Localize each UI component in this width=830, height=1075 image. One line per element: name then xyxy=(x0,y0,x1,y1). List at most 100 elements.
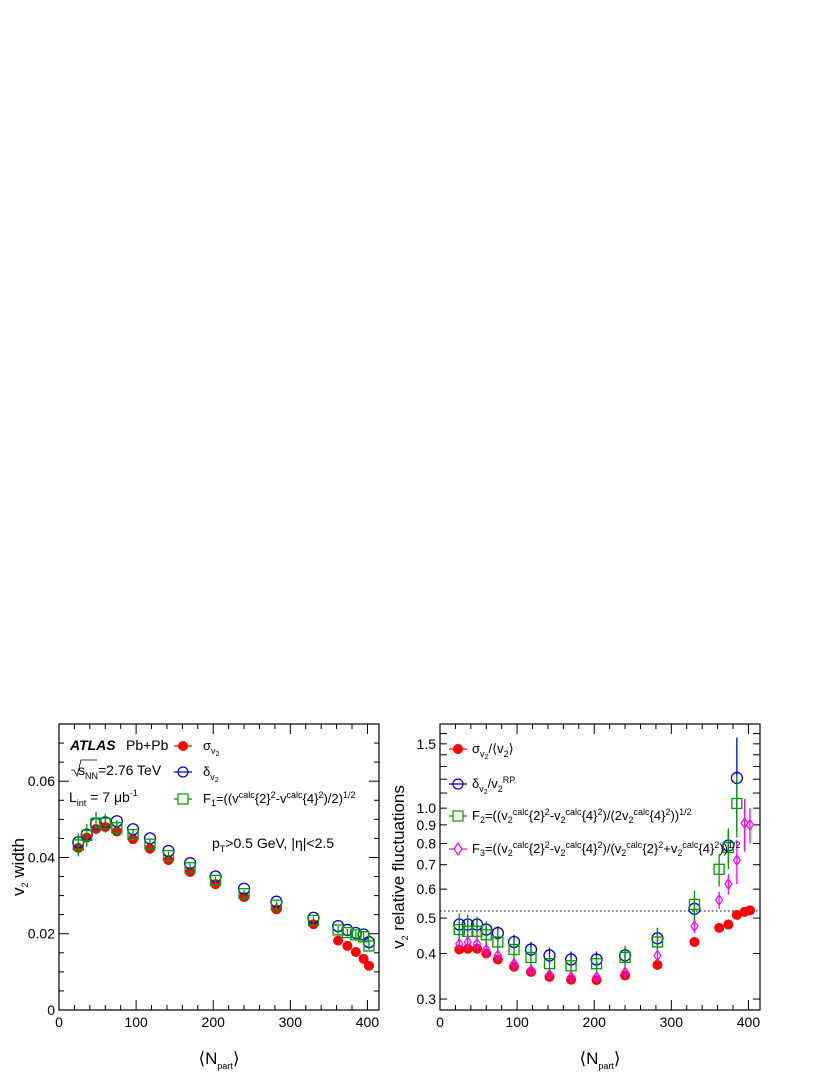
left-y-tick-label: 0 xyxy=(47,1002,55,1018)
svg-text:σv2/⟨v2⟩: σv2/⟨v2⟩ xyxy=(472,741,514,761)
left-x-tick-label: 0 xyxy=(55,1014,63,1030)
left-point-open-square xyxy=(363,940,375,952)
right-point-open-square xyxy=(453,923,465,936)
left-point-open-square xyxy=(127,828,139,841)
right-point-open-square xyxy=(525,951,537,964)
right-x-axis-title: ⟨Npart⟩ xyxy=(579,1049,620,1071)
left-point-filled-circle xyxy=(342,940,353,951)
left-y-axis-title: v2 width xyxy=(9,838,30,896)
left-y-tick-label: 0.04 xyxy=(28,849,55,865)
legend-sigma: σv2 xyxy=(174,738,220,758)
right-point-open-diamond xyxy=(653,949,662,962)
left-x-tick-label: 400 xyxy=(356,1014,380,1030)
right-point-open-square xyxy=(590,958,603,970)
right-point-filled-circle xyxy=(731,909,742,920)
right-x-tick-label: 200 xyxy=(583,1014,607,1030)
left-panel: 0 100 200 300 400 0 0.02 0.04 0.06 v2 width ⟨Npa… xyxy=(9,723,380,1071)
left-point-open-square xyxy=(72,839,84,851)
legend-delta: δv2 xyxy=(174,764,219,784)
right-data-marks xyxy=(453,737,755,986)
left-x-tick-label: 300 xyxy=(279,1014,303,1030)
left-point-open-square xyxy=(90,817,102,829)
left-point-filled-circle xyxy=(350,947,361,958)
left-point-open-square xyxy=(99,817,111,829)
left-point-open-square xyxy=(144,838,156,850)
right-point-open-diamond xyxy=(690,920,699,933)
atlas-label: ATLAS xyxy=(69,737,116,753)
left-legend: σv2 δv2 F1=((vcalc{2}2-vcalc{4}2)/2)1/2 xyxy=(174,738,355,808)
left-point-open-square xyxy=(341,926,354,939)
right-point-filled-circle xyxy=(652,959,663,970)
lumi-label: Lint = 7 μb-1 xyxy=(69,788,138,808)
right-x-tick-label: 300 xyxy=(660,1014,684,1030)
right-y-tick-label: 1.5 xyxy=(417,736,437,752)
right-y-tick-label: 0.3 xyxy=(417,991,437,1007)
svg-text:σv2: σv2 xyxy=(203,738,220,758)
left-point-open-square xyxy=(111,822,123,834)
right-x-tick-label: 100 xyxy=(505,1014,529,1030)
left-point-open-square xyxy=(81,829,93,841)
energy-label: sNN=2.76 TeV xyxy=(71,759,162,781)
svg-text:F2=((v2calc{2}2-v2calc{4}2)/(2: F2=((v2calc{2}2-v2calc{4}2)/(2v2calc{4}2… xyxy=(472,807,692,825)
right-point-open-diamond xyxy=(509,957,519,970)
left-point-filled-circle xyxy=(333,935,344,946)
right-point-open-diamond xyxy=(732,854,742,867)
left-point-open-square xyxy=(184,862,196,874)
left-data-marks xyxy=(72,811,376,971)
right-point-open-square xyxy=(492,936,504,948)
svg-text:δv2/v2RP: δv2/v2RP xyxy=(472,775,515,796)
right-point-open-diamond xyxy=(620,966,630,979)
left-point-open-square xyxy=(238,888,250,900)
right-point-open-square xyxy=(713,863,725,875)
right-legend: σv2/⟨v2⟩ δv2/v2RP F2=((v2calc{2}2-v2calc… xyxy=(449,741,741,858)
right-point-filled-circle xyxy=(744,905,755,916)
right-point-open-square xyxy=(565,960,577,972)
right-point-open-diamond xyxy=(472,937,482,950)
system-label: Pb+Pb xyxy=(126,737,169,753)
left-point-open-square xyxy=(162,849,175,862)
svg-text:F1=((vcalc{2}2-vcalc{4}2)/2)1/: F1=((vcalc{2}2-vcalc{4}2)/2)1/2 xyxy=(203,790,355,808)
left-point-open-square xyxy=(332,924,344,936)
right-point-open-diamond xyxy=(566,970,576,983)
right-point-open-diamond xyxy=(455,937,464,950)
right-x-tick-label: 400 xyxy=(737,1014,761,1030)
right-point-open-square xyxy=(651,936,664,948)
left-point-filled-circle xyxy=(363,960,374,971)
right-point-open-diamond xyxy=(463,935,472,949)
right-point-open-square xyxy=(508,943,520,956)
svg-text:δv2: δv2 xyxy=(203,764,219,784)
legend-f3: F3=((v2calc{2}2-v2calc{4}2)/(v2calc{2}2+… xyxy=(449,840,741,858)
right-y-axis-title: v2 relative fluctuations xyxy=(389,785,410,949)
right-point-open-square xyxy=(471,925,483,937)
left-point-open-square xyxy=(209,874,222,886)
left-plot-frame xyxy=(58,723,380,1011)
right-x-tick-label: 0 xyxy=(436,1014,444,1030)
svg-text:F3=((v2calc{2}2-v2calc{4}2)/(v: F3=((v2calc{2}2-v2calc{4}2)/(v2calc{2}2+… xyxy=(472,840,741,858)
right-point-open-diamond xyxy=(745,818,755,831)
right-point-open-diamond xyxy=(724,877,733,890)
right-point-open-diamond xyxy=(740,817,749,830)
legend-f2: F2=((v2calc{2}2-v2calc{4}2)/(2v2calc{4}2… xyxy=(449,807,692,825)
left-y-tick-label: 0.02 xyxy=(28,926,55,942)
right-point-open-square xyxy=(722,841,735,854)
right-y-tick-label: 0.7 xyxy=(417,857,437,873)
right-y-tick-label: 0.6 xyxy=(417,881,437,897)
left-x-axis-title: ⟨Npart⟩ xyxy=(198,1049,239,1071)
right-point-open-diamond xyxy=(592,970,601,983)
right-point-open-diamond xyxy=(526,964,536,977)
left-x-tick-label: 100 xyxy=(124,1014,148,1030)
right-point-open-diamond xyxy=(545,968,554,981)
right-y-tick-label: 0.8 xyxy=(417,836,437,852)
right-point-open-diamond xyxy=(714,894,724,907)
left-axis-ticks: 0 100 200 300 400 0 0.02 0.04 0.06 xyxy=(28,723,380,1030)
right-point-open-square xyxy=(731,797,743,810)
right-point-open-square xyxy=(688,898,701,911)
right-panel: 0 100 200 300 400 0.3 0.4 0.5 0.6 0.7 0.8 0.91.0 1.5… xyxy=(389,723,761,1071)
right-point-open-diamond xyxy=(493,949,503,962)
svg-text:sNN=2.76 TeV: sNN=2.76 TeV xyxy=(78,762,162,781)
left-point-filled-circle xyxy=(185,866,196,877)
cuts-label: pT>0.5 GeV, |η|<2.5 xyxy=(212,835,334,854)
left-point-open-square xyxy=(350,929,362,941)
right-point-open-square xyxy=(480,929,492,941)
